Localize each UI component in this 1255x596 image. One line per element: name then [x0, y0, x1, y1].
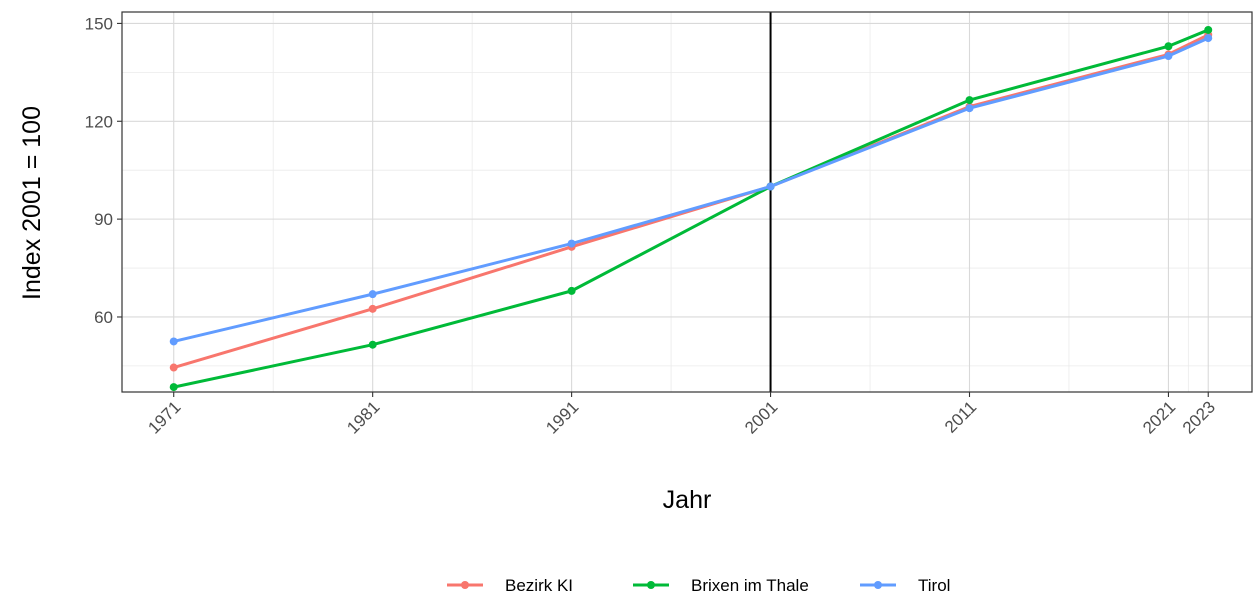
x-tick-label: 1971: [144, 397, 184, 437]
legend: Bezirk KI Brixen im Thale Tirol: [447, 576, 950, 595]
minor-grid: [122, 12, 1252, 392]
data-point: [1204, 34, 1213, 43]
data-point: [567, 239, 576, 248]
x-tick-label: 2023: [1179, 397, 1219, 437]
x-tick-label: 1991: [542, 397, 582, 437]
data-point: [1164, 42, 1173, 51]
y-axis-title: Index 2001 = 100: [18, 106, 46, 300]
data-point: [1164, 52, 1173, 61]
legend-item: Bezirk KI: [447, 576, 573, 595]
major-grid: [122, 12, 1252, 392]
legend-label: Brixen im Thale: [691, 576, 809, 595]
data-point: [965, 96, 974, 105]
series-layer: [169, 25, 1213, 392]
legend-item: Tirol: [860, 576, 950, 595]
x-tick-label: 1981: [343, 397, 383, 437]
data-point: [766, 182, 775, 191]
x-axis-title: Jahr: [663, 486, 712, 514]
data-point: [368, 340, 377, 349]
x-tick-label: 2011: [941, 397, 980, 436]
data-point: [965, 104, 974, 113]
x-tick-label: 2001: [741, 397, 781, 437]
data-point: [169, 383, 178, 392]
legend-item: Brixen im Thale: [633, 576, 809, 595]
data-point: [169, 363, 178, 372]
legend-label: Bezirk KI: [505, 576, 573, 595]
y-tick-label: 120: [85, 112, 113, 131]
x-axis-ticks: 1971 1981 1991 2001 2011 2021 2023: [144, 392, 1219, 438]
data-point: [368, 290, 377, 299]
y-tick-label: 150: [85, 14, 113, 33]
data-point: [1204, 25, 1213, 34]
series-tirol: [169, 34, 1213, 346]
x-tick-label: 2021: [1139, 397, 1179, 437]
legend-key-point: [647, 581, 655, 589]
legend-key-point: [874, 581, 882, 589]
y-axis-ticks: 60 90 120 150: [85, 14, 122, 327]
plot-border: [121, 11, 1253, 393]
data-point: [368, 304, 377, 313]
y-tick-label: 90: [94, 210, 113, 229]
data-point: [169, 337, 178, 346]
y-tick-label: 60: [94, 308, 113, 327]
legend-key-point: [461, 581, 469, 589]
legend-label: Tirol: [918, 576, 950, 595]
data-point: [567, 286, 576, 295]
